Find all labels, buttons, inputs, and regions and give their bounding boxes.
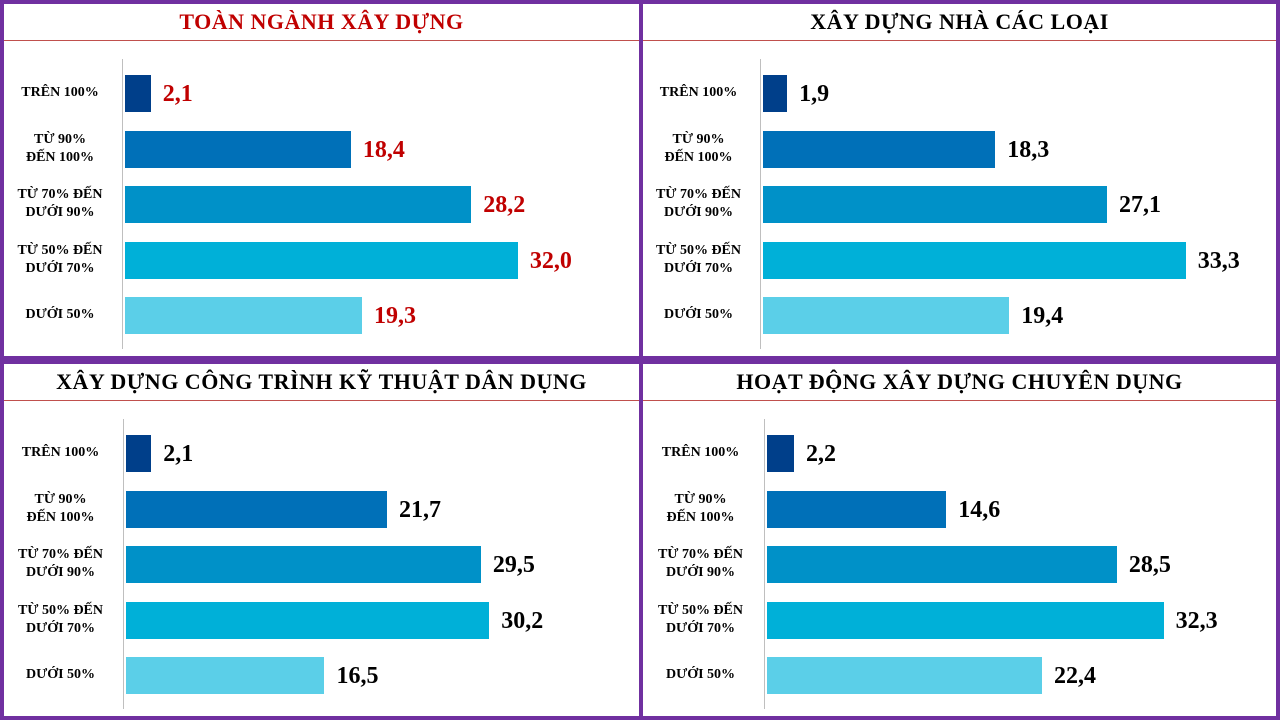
data-label: 2,2 (806, 441, 836, 467)
category-axis-line (764, 419, 765, 709)
chart-title: XÂY DỰNG CÔNG TRÌNH KỸ THUẬT DÂN DỤNG (4, 364, 639, 401)
category-label: TRÊN 100% (661, 445, 740, 460)
bar (125, 185, 472, 223)
category-label: TỪ 90% ĐẾN 100% (666, 492, 735, 525)
plot-area: TRÊN 100% 2,1 TỪ 90% ĐẾN 100% 21,7 TỪ 70% ĐẾ… (4, 401, 639, 716)
bar (767, 545, 1117, 583)
category-label: TỪ 70% ĐẾN DƯỚI 90% (17, 547, 104, 580)
data-label: 27,1 (1119, 192, 1162, 218)
bar (126, 545, 481, 583)
bar (763, 241, 1186, 279)
category-axis-line (123, 419, 124, 709)
data-label: 32,3 (1175, 608, 1218, 634)
data-label: 32,0 (529, 248, 572, 274)
category-label: TỪ 90% ĐẾN 100% (26, 492, 95, 525)
category-label: TỪ 50% ĐẾN DƯỚI 70% (655, 243, 742, 276)
bar (763, 185, 1108, 223)
plot-area: TRÊN 100% 2,2 TỪ 90% ĐẾN 100% 14,6 TỪ 70% ĐẾ… (643, 401, 1276, 716)
category-label: TỪ 70% ĐẾN DƯỚI 90% (17, 187, 103, 220)
data-label: 29,5 (492, 552, 535, 578)
category-label: TỪ 70% ĐẾN DƯỚI 90% (657, 547, 744, 580)
bar (763, 74, 788, 112)
data-label: 19,4 (1021, 303, 1064, 329)
plot-area: TRÊN 100% 2,1 TỪ 90% ĐẾN 100% 18,4 TỪ 70% ĐẾ… (4, 41, 639, 356)
data-label: 18,3 (1007, 137, 1050, 163)
bar (767, 656, 1043, 694)
chart-panel-2: XÂY DỰNG NHÀ CÁC LOẠI TRÊN 100% 1,9 TỪ 90% … (643, 4, 1276, 356)
bar (126, 434, 152, 472)
data-label: 28,2 (483, 192, 526, 218)
bar (767, 490, 947, 528)
bar (125, 74, 151, 112)
category-label: TRÊN 100% (659, 85, 738, 100)
category-label: DƯỚI 50% (25, 307, 95, 322)
chart-title: HOẠT ĐỘNG XÂY DỰNG CHUYÊN DỤNG (643, 364, 1276, 401)
data-label: 21,7 (399, 497, 441, 523)
data-label: 22,4 (1054, 663, 1097, 689)
category-label: TỪ 90% ĐẾN 100% (664, 132, 733, 165)
data-label: 28,5 (1128, 552, 1171, 578)
category-label: DƯỚI 50% (663, 307, 734, 322)
category-label: TRÊN 100% (21, 85, 99, 100)
category-label: TRÊN 100% (21, 445, 100, 460)
data-label: 33,3 (1197, 248, 1240, 274)
bar (767, 601, 1164, 639)
bar (125, 296, 362, 334)
bar (126, 656, 325, 694)
chart-panel-3: XÂY DỰNG CÔNG TRÌNH KỸ THUẬT DÂN DỤNG TRÊ… (4, 364, 639, 716)
category-label: TỪ 50% ĐẾN DƯỚI 70% (17, 603, 104, 636)
category-label: TỪ 50% ĐẾN DƯỚI 70% (17, 243, 103, 276)
bar (763, 130, 996, 168)
category-label: TỪ 70% ĐẾN DƯỚI 90% (655, 187, 742, 220)
category-label: TỪ 50% ĐẾN DƯỚI 70% (657, 603, 744, 636)
category-axis-line (760, 59, 761, 349)
data-label: 2,1 (163, 441, 194, 467)
data-label: 30,2 (501, 608, 544, 634)
chart-panel-1: TOÀN NGÀNH XÂY DỰNG TRÊN 100% 2,1 TỪ 90% ĐẾ… (4, 4, 639, 356)
bar (126, 490, 387, 528)
bar (763, 296, 1010, 334)
bar (125, 130, 351, 168)
plot-area: TRÊN 100% 1,9 TỪ 90% ĐẾN 100% 18,3 TỪ 70% ĐẾ… (643, 41, 1276, 356)
bar (125, 241, 518, 279)
data-label: 16,5 (336, 663, 379, 689)
data-label: 19,3 (373, 303, 416, 329)
data-label: 1,9 (799, 81, 830, 107)
category-axis-line (122, 59, 123, 349)
bar (126, 601, 490, 639)
category-label: TỪ 90% ĐẾN 100% (25, 132, 95, 165)
chart-title: XÂY DỰNG NHÀ CÁC LOẠI (643, 4, 1276, 41)
chart-title: TOÀN NGÀNH XÂY DỰNG (4, 4, 639, 41)
chart-panel-4: HOẠT ĐỘNG XÂY DỰNG CHUYÊN DỤNG TRÊN 100% 2… (643, 364, 1276, 716)
data-label: 18,4 (362, 137, 405, 163)
bar (767, 434, 794, 472)
data-label: 14,6 (958, 497, 1001, 523)
category-label: DƯỚI 50% (25, 667, 96, 682)
data-label: 2,1 (162, 81, 193, 107)
category-label: DƯỚI 50% (665, 667, 736, 682)
